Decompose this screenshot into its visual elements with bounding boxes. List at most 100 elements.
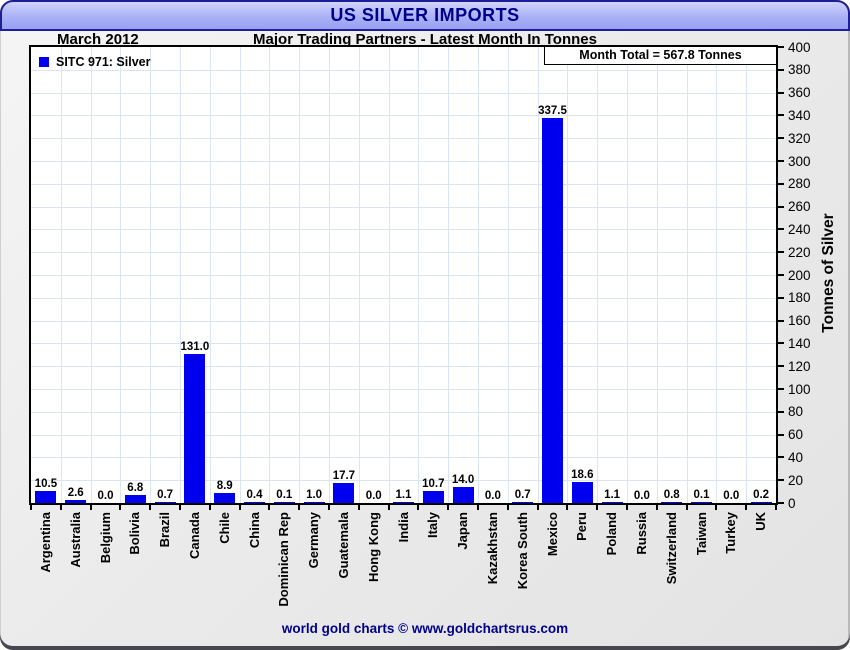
x-tick (506, 505, 509, 510)
v-gridline (209, 47, 211, 503)
bar-value-label: 0.0 (365, 490, 382, 502)
bar-korea-south (512, 502, 534, 503)
v-gridline (656, 47, 658, 503)
v-gridline (716, 47, 718, 503)
month-total-box: Month Total = 567.8 Tonnes (544, 47, 776, 65)
x-category-label: Dominican Rep (276, 512, 292, 607)
y-tick (778, 410, 784, 413)
x-category-label: Brazil (157, 512, 173, 548)
bar-value-label: 0.1 (693, 489, 710, 501)
y-tick-label: 220 (788, 244, 811, 260)
v-gridline (448, 47, 450, 503)
v-gridline (60, 47, 62, 503)
bar-germany (303, 501, 325, 503)
x-tick (447, 505, 450, 510)
bar-japan (452, 487, 474, 503)
y-tick-label: 80 (788, 404, 804, 420)
bar-value-label: 10.7 (422, 477, 445, 490)
y-tick-label: 340 (788, 107, 811, 123)
y-tick-label: 140 (788, 335, 811, 351)
y-tick-label: 280 (788, 176, 811, 192)
h-gridline (31, 320, 776, 322)
bar-value-label: 17.7 (332, 469, 356, 482)
month-total-text: Month Total = 567.8 Tonnes (579, 48, 742, 62)
title-bar: US SILVER IMPORTS (0, 0, 850, 31)
x-category-label: Italy (425, 512, 441, 539)
bar-value-label: 0.0 (484, 490, 501, 502)
bar-australia (65, 500, 87, 503)
y-tick (778, 205, 784, 208)
bar-value-label: 18.6 (571, 468, 594, 481)
h-gridline (31, 389, 776, 390)
v-gridline (537, 47, 539, 503)
bar-value-label: 10.5 (34, 478, 58, 491)
plot-area: SITC 971: Silver Month Total = 567.8 Ton… (29, 45, 778, 505)
y-tick-label: 380 (788, 62, 811, 78)
y-tick (778, 365, 784, 368)
y-tick (778, 182, 784, 185)
v-gridline (269, 47, 271, 503)
bar-value-label: 1.0 (306, 488, 323, 501)
x-tick (566, 505, 569, 510)
x-category-label: Mexico (544, 512, 560, 557)
y-tick (778, 433, 784, 436)
y-tick (778, 91, 784, 94)
x-tick (357, 505, 360, 510)
x-category-label: Peru (574, 512, 590, 541)
y-tick (778, 160, 784, 162)
h-gridline (31, 457, 776, 459)
y-tick (778, 342, 784, 345)
h-gridline (31, 411, 776, 413)
x-tick (685, 505, 688, 510)
bar-value-label: 0.0 (97, 490, 114, 502)
bar-canada (184, 353, 206, 503)
bar-italy (422, 490, 444, 503)
x-category-label: Korea South (514, 512, 530, 590)
y-tick-label: 260 (788, 199, 811, 215)
bar-value-label: 1.1 (395, 488, 412, 501)
h-gridline (31, 343, 776, 345)
x-category-label: Canada (186, 512, 202, 559)
v-gridline (388, 47, 390, 503)
bar-argentina (35, 491, 57, 503)
v-gridline (418, 47, 420, 503)
footer-credit: world gold charts © www.goldchartsrus.co… (281, 621, 569, 636)
bar-value-label: 0.0 (633, 490, 650, 502)
bar-switzerland (661, 502, 683, 503)
bar-poland (601, 501, 623, 503)
chart-title: US SILVER IMPORTS (330, 5, 520, 25)
x-tick (30, 505, 32, 510)
h-gridline (31, 480, 776, 482)
h-gridline (31, 434, 776, 436)
x-tick (89, 505, 92, 510)
bar-value-label: 14.0 (451, 474, 475, 487)
bar-value-label: 8.9 (216, 479, 233, 492)
x-tick (715, 505, 718, 510)
y-tick (778, 228, 784, 231)
bar-value-label: 2.6 (67, 487, 84, 500)
x-tick (745, 505, 748, 510)
bar-china (244, 502, 265, 503)
v-gridline (627, 47, 628, 503)
h-gridline (31, 69, 776, 71)
y-tick (778, 114, 784, 117)
legend: SITC 971: Silver (39, 54, 151, 72)
x-tick (536, 505, 539, 510)
y-tick-label: 300 (788, 153, 811, 169)
x-category-label: India (395, 512, 411, 543)
x-tick (179, 505, 181, 510)
y-tick-label: 40 (788, 449, 804, 465)
h-gridline (31, 366, 776, 368)
y-tick (778, 137, 784, 140)
y-tick (778, 456, 784, 459)
h-gridline (31, 92, 776, 94)
x-tick (417, 505, 420, 510)
x-category-label: Switzerland (663, 512, 679, 585)
v-gridline (180, 47, 181, 503)
y-tick-label: 240 (788, 221, 811, 237)
h-gridline (31, 252, 776, 254)
bar-value-label: 0.4 (246, 489, 263, 501)
x-tick (298, 505, 301, 510)
